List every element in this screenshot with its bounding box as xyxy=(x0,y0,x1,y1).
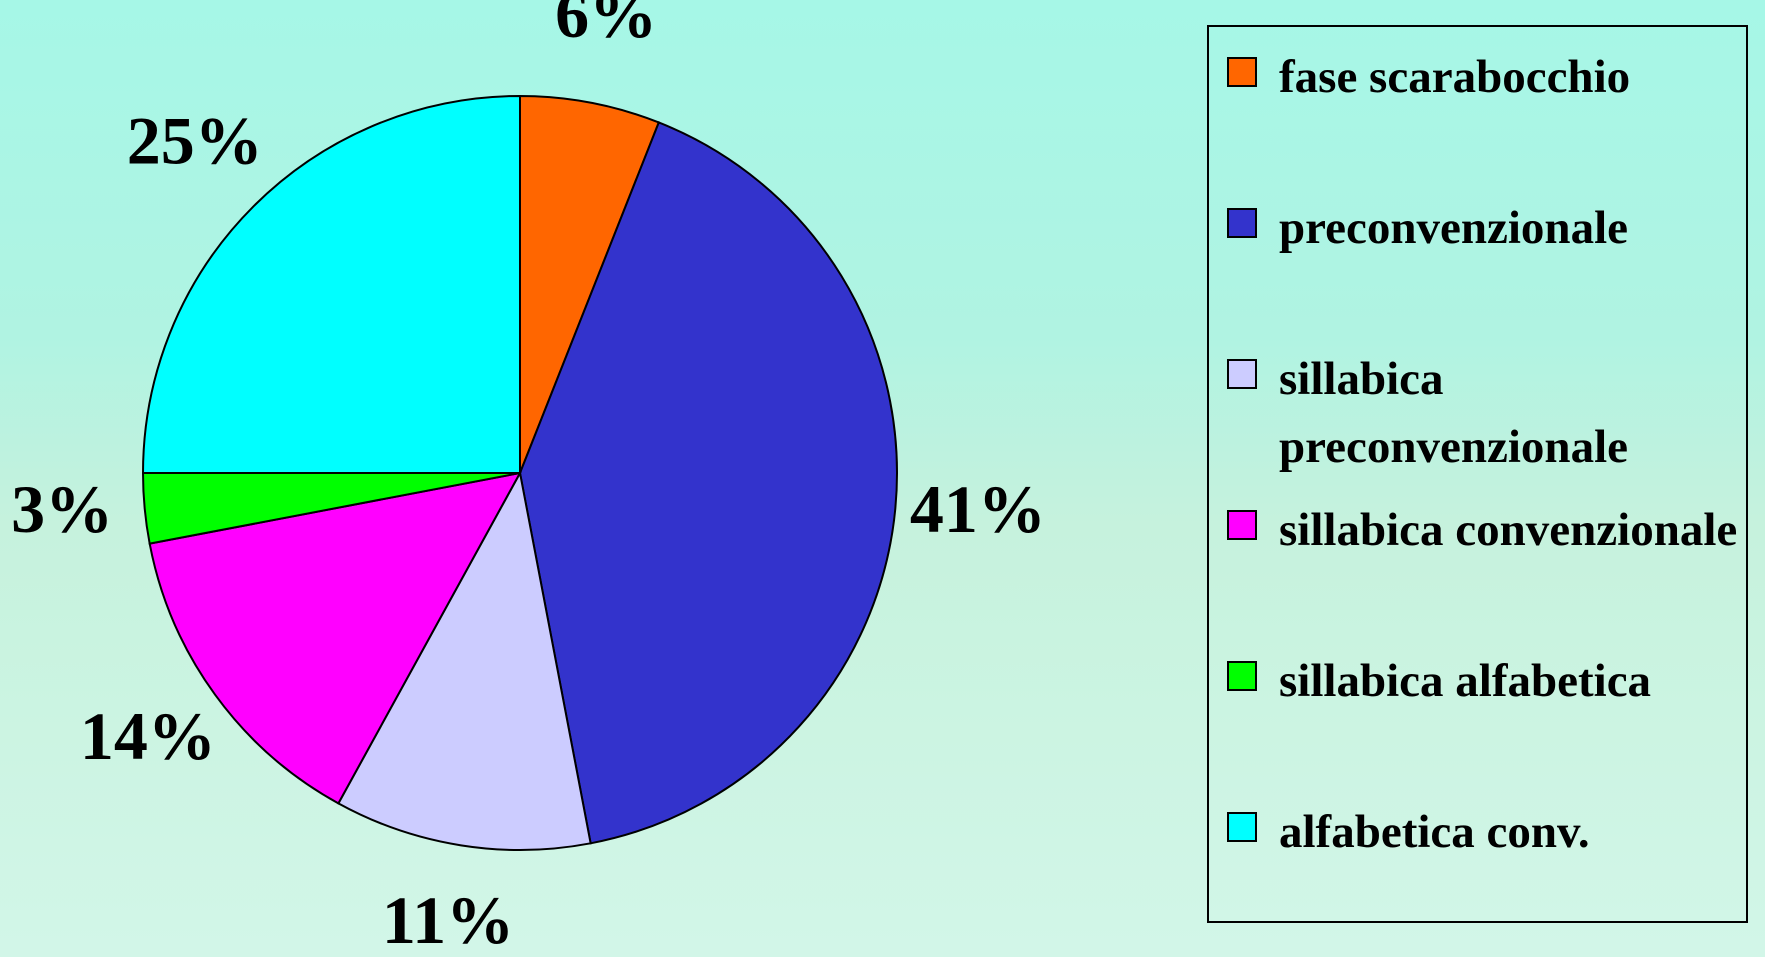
data-label: 6% xyxy=(555,0,657,52)
legend-swatch xyxy=(1227,208,1257,238)
legend-label: sillabica convenzionale xyxy=(1279,504,1738,556)
data-label: 14% xyxy=(80,698,216,774)
data-label: 25% xyxy=(127,102,263,178)
legend-swatch xyxy=(1227,812,1257,842)
data-label: 11% xyxy=(382,882,514,957)
legend-label: sillabica alfabetica xyxy=(1279,655,1652,707)
legend-swatch xyxy=(1227,661,1257,691)
legend: fase scarabocchio preconvenzionale sillabi… xyxy=(1207,25,1748,923)
legend-swatch xyxy=(1227,510,1257,540)
pie-slice xyxy=(519,94,661,474)
pie-slice xyxy=(518,121,898,845)
data-label: 3% xyxy=(11,471,113,547)
legend-label: preconvenzionale xyxy=(1279,202,1628,254)
legend-label: sillabica preconvenzionale xyxy=(1279,353,1628,473)
data-label: 41% xyxy=(910,471,1046,547)
pie-slice xyxy=(148,471,522,805)
legend-label: fase scarabocchio xyxy=(1279,51,1631,103)
legend-swatch xyxy=(1227,57,1257,87)
pie-slice xyxy=(141,94,521,474)
legend-swatch xyxy=(1227,359,1257,389)
pie-slice xyxy=(337,470,592,851)
legend-label: alfabetica conv. xyxy=(1279,806,1590,858)
